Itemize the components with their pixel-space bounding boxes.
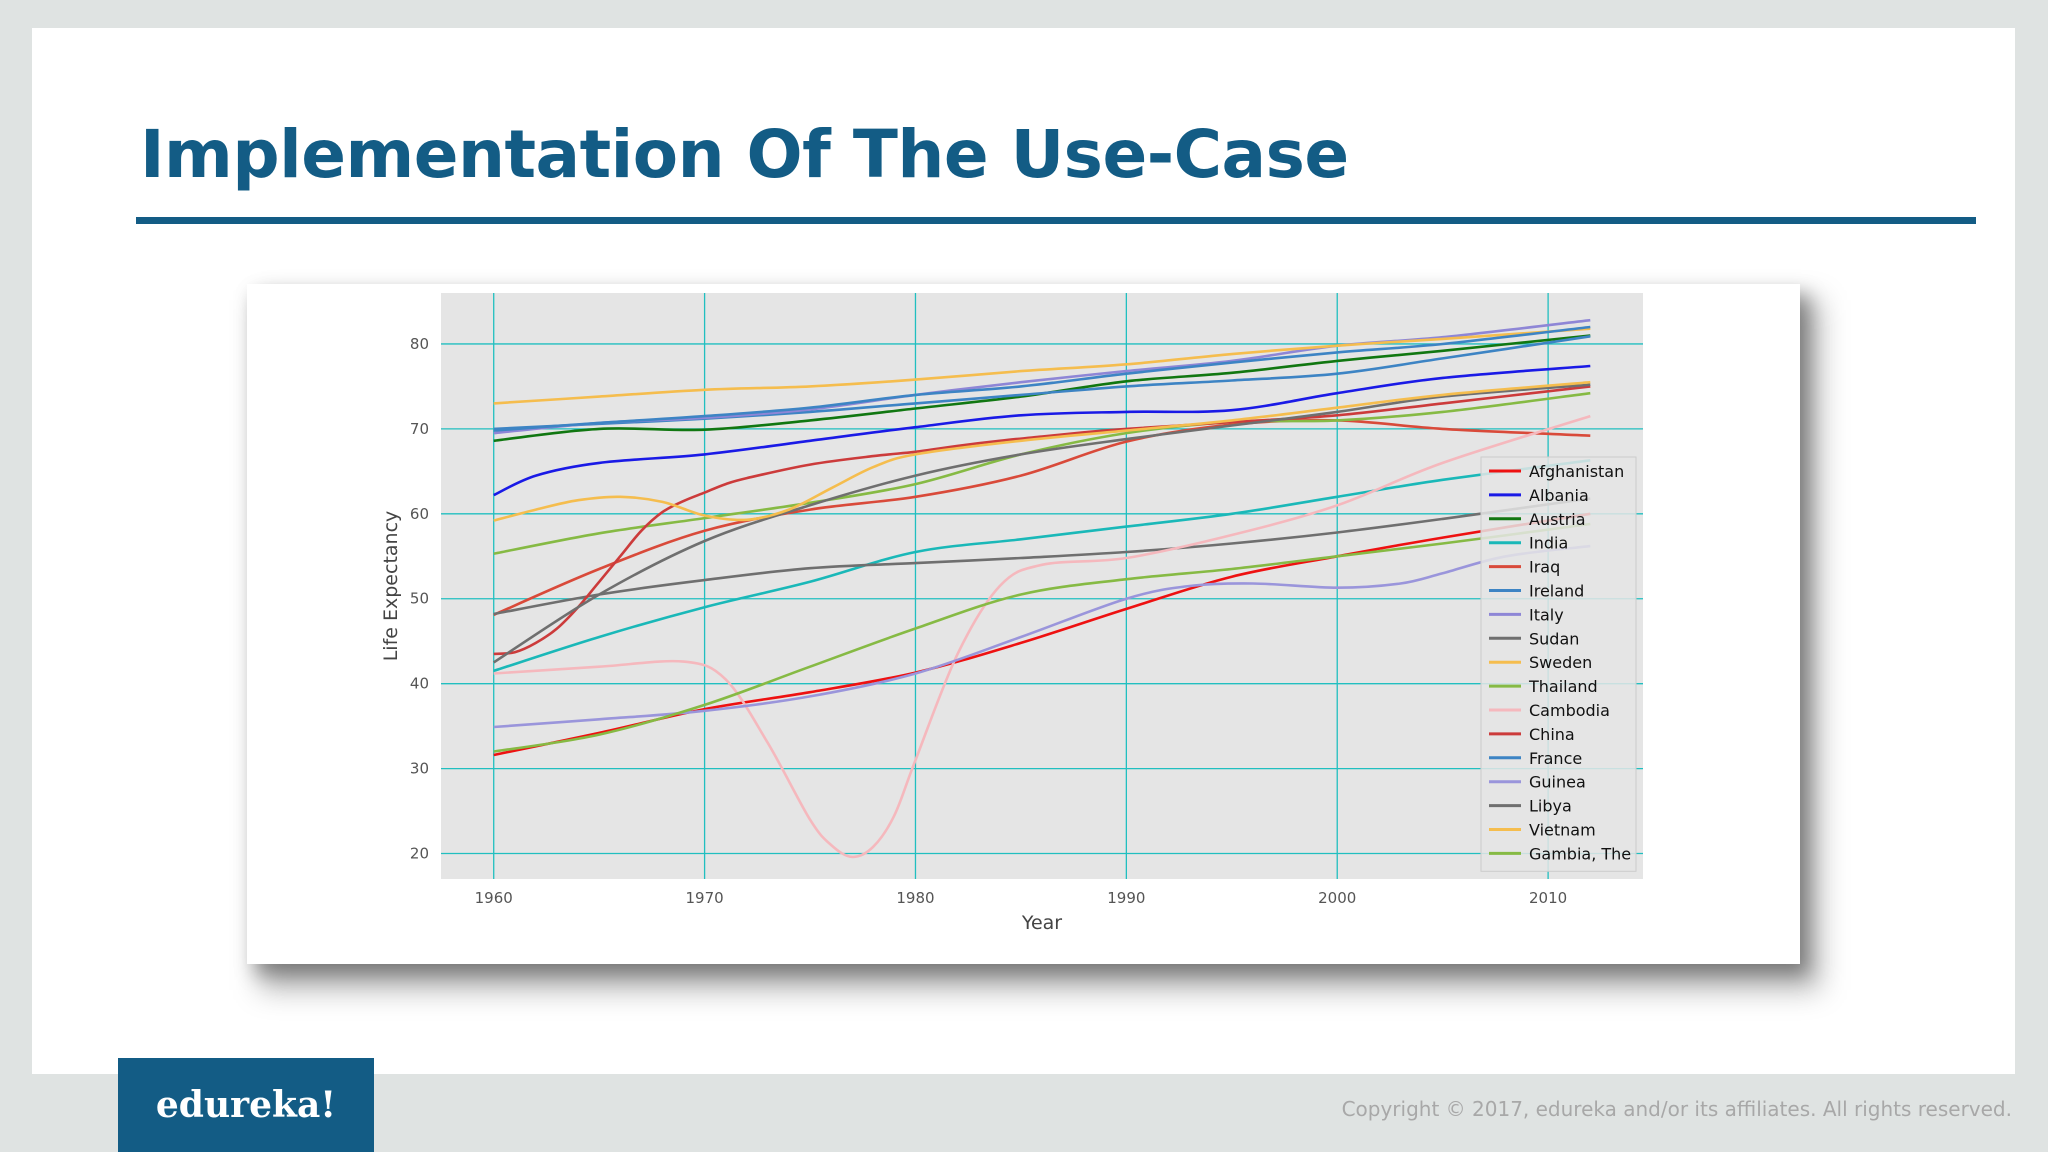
life-expectancy-chart: 1960 1970 1980 1990 2000 2010 20 30 40 50 60 70 80 A… — [380, 293, 1643, 934]
series-line-15 — [493, 380, 1591, 522]
series-line-16 — [493, 522, 1591, 753]
legend-entry: Iraq — [1529, 558, 1560, 577]
series-line-3 — [493, 459, 1591, 673]
y-tick-label: 40 — [410, 675, 429, 693]
x-tick-label: 1990 — [1107, 889, 1145, 907]
y-tick-label: 20 — [410, 845, 429, 863]
legend-entry: India — [1529, 534, 1568, 553]
series-line-8 — [493, 327, 1591, 405]
edureka-logo: edureka! — [118, 1058, 374, 1152]
x-tick-label: 2010 — [1529, 889, 1567, 907]
legend: Afghanistan Albania Austria India Iraq Irelan… — [1480, 456, 1637, 872]
legend-entry: Guinea — [1529, 773, 1586, 792]
legend-entry: Italy — [1529, 605, 1564, 624]
y-tick-label: 50 — [410, 590, 429, 608]
series-line-14 — [492, 383, 1591, 664]
x-tick-label: 2000 — [1318, 889, 1356, 907]
legend-entry: China — [1529, 725, 1575, 744]
x-axis-label: Year — [1021, 912, 1062, 934]
plot-area — [441, 293, 1643, 879]
legend-entry: Austria — [1529, 510, 1586, 529]
legend-entry: Vietnam — [1529, 821, 1596, 840]
y-tick-label: 60 — [410, 505, 429, 523]
legend-entry: Albania — [1529, 486, 1589, 505]
series-line-1 — [493, 364, 1591, 497]
logo-text: edureka! — [155, 1084, 337, 1126]
legend-entry: Afghanistan — [1529, 462, 1624, 481]
series-line-11 — [493, 385, 1591, 656]
x-tick-label: 1960 — [475, 889, 513, 907]
copyright-notice: Copyright © 2017, edureka and/or its aff… — [1341, 1097, 2012, 1121]
series-line-2 — [493, 334, 1591, 443]
series-line-13 — [493, 544, 1591, 729]
chart-figure: 1960 1970 1980 1990 2000 2010 20 30 40 50 60 70 80 A… — [247, 284, 1800, 964]
legend-entry: Sudan — [1529, 629, 1579, 648]
x-tick-label: 1980 — [896, 889, 934, 907]
legend-entry: Sweden — [1529, 653, 1592, 672]
series-line-10 — [493, 414, 1591, 859]
y-axis-label: Life Expectancy — [380, 511, 402, 662]
legend-entry: Gambia, The — [1529, 844, 1631, 863]
series-lines — [492, 318, 1591, 859]
legend-entry: France — [1529, 749, 1582, 768]
slide-title: Implementation Of The Use-Case — [140, 116, 1349, 193]
x-tick-label: 1970 — [686, 889, 724, 907]
title-rule — [136, 217, 1976, 224]
y-tick-label: 70 — [410, 420, 429, 438]
tick-labels: 1960 1970 1980 1990 2000 2010 20 30 40 50 60 70 80 — [410, 335, 1567, 907]
series-line-12 — [493, 325, 1591, 432]
y-tick-label: 80 — [410, 335, 429, 353]
legend-entry: Libya — [1529, 797, 1572, 816]
series-line-4 — [493, 418, 1591, 617]
legend-entry: Thailand — [1528, 677, 1598, 696]
legend-box — [1480, 456, 1637, 872]
series-line-7 — [493, 497, 1591, 616]
y-tick-label: 30 — [410, 760, 429, 778]
legend-entry: Ireland — [1529, 582, 1584, 601]
legend-entry: Cambodia — [1529, 701, 1610, 720]
